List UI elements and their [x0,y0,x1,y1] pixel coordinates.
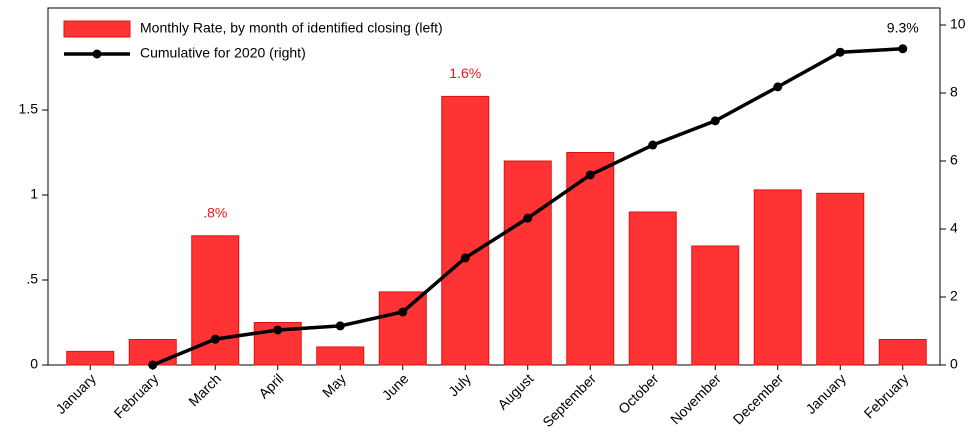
bar [628,211,677,366]
line-point [773,82,783,92]
line-point [335,321,345,331]
legend-swatch [63,20,131,38]
y2-tick-label: 6 [950,152,958,168]
x-tick-label: October [615,370,662,417]
line-point [148,360,158,370]
line-point [585,170,595,180]
bar [566,152,615,366]
bar [316,346,365,366]
plot-frame [47,7,941,366]
y-tick-label: 0 [30,356,38,372]
y2-tick-label: 4 [950,220,958,236]
bar [816,192,865,366]
legend-swatch-point [92,49,102,59]
value-label: 1.6% [449,65,481,81]
y2-tick-label: 8 [950,84,958,100]
y-tick-label: .5 [26,271,38,287]
x-tick-label: July [445,370,474,399]
x-tick-label: November [667,370,724,427]
legend-label: Cumulative for 2020 (right) [140,45,306,61]
line-point [835,47,845,57]
line-point [210,334,220,344]
x-tick-label: February [861,370,912,421]
x-tick-label: May [319,370,349,400]
y2-tick-label: 0 [950,356,958,372]
bar [503,160,552,366]
x-tick-label: September [539,370,599,430]
bar [66,350,115,366]
line-point [523,213,533,223]
line-point [460,253,470,263]
x-tick-label: December [730,370,787,427]
value-label: .8% [203,205,227,221]
x-tick-label: January [52,370,99,417]
y2-tick-label: 10 [950,16,966,32]
line-point [398,307,408,317]
line-point [648,140,658,150]
bar [691,245,740,366]
value-label: 9.3% [887,20,919,36]
y2-tick-label: 2 [950,288,958,304]
x-tick-label: February [111,370,162,421]
bar [753,189,802,366]
line-point [273,325,283,335]
bar [441,95,490,366]
y-tick-label: 1.5 [19,101,39,117]
bar [878,339,927,366]
x-tick-label: June [379,370,412,403]
legend-label: Monthly Rate, by month of identified clo… [140,20,443,36]
x-tick-label: April [255,370,286,401]
line-point [710,116,720,126]
y-tick-label: 1 [30,186,38,202]
x-tick-label: January [802,370,849,417]
x-tick-label: March [185,370,224,409]
bar [378,291,427,366]
x-tick-label: August [494,370,536,412]
line-point [898,44,908,54]
